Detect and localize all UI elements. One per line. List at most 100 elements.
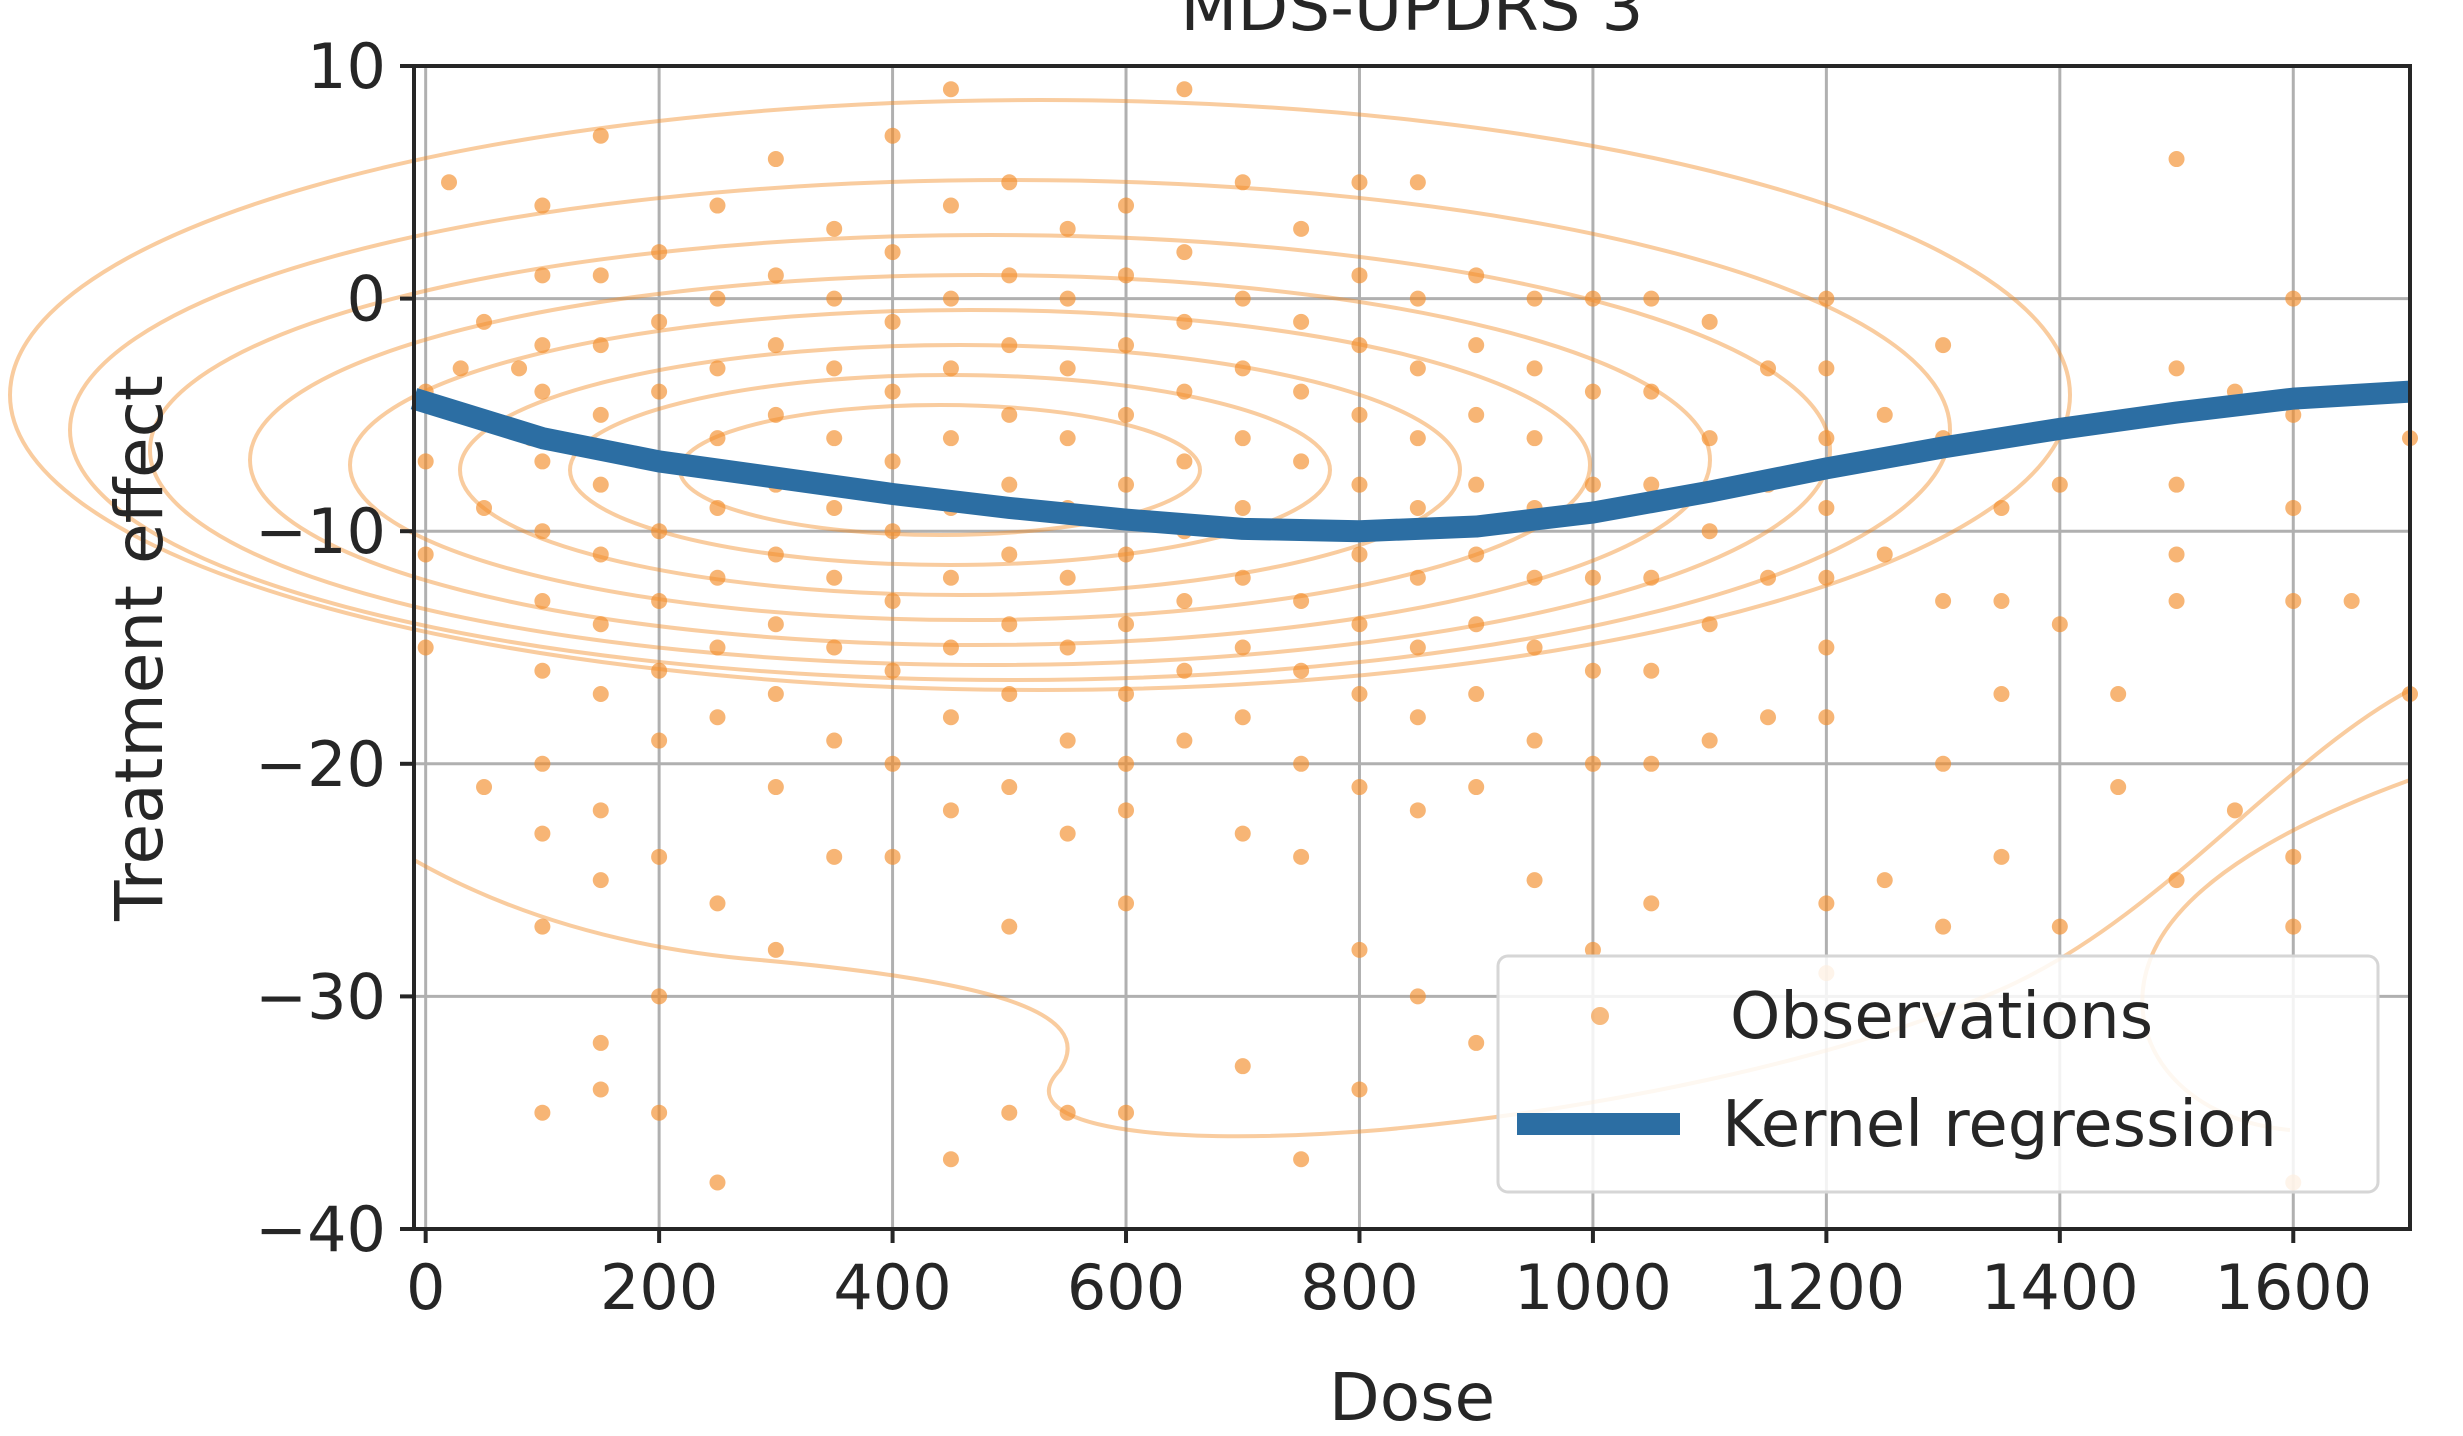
observation-point xyxy=(826,639,843,656)
observation-point xyxy=(1234,290,1251,307)
observation-point xyxy=(767,337,784,354)
observation-point xyxy=(826,499,843,516)
observation-point xyxy=(1584,662,1601,679)
observation-point xyxy=(2285,592,2302,609)
observation-point xyxy=(2285,848,2302,865)
observation-point xyxy=(1118,267,1135,284)
observation-point xyxy=(1468,476,1485,493)
observation-point xyxy=(1001,476,1018,493)
observation-point xyxy=(1118,476,1135,493)
density-contour xyxy=(248,273,1712,647)
observation-point xyxy=(767,779,784,796)
observation-point xyxy=(651,848,668,865)
observation-point xyxy=(1001,174,1018,191)
observation-point xyxy=(2285,406,2302,423)
observation-point xyxy=(1876,406,1893,423)
observation-point xyxy=(1001,267,1018,284)
observation-point xyxy=(1409,360,1426,377)
observation-point xyxy=(1993,592,2010,609)
observation-point xyxy=(1234,360,1251,377)
observation-point xyxy=(1818,499,1835,516)
observation-point xyxy=(651,592,668,609)
observation-point xyxy=(1001,546,1018,563)
observation-point xyxy=(1468,267,1485,284)
observation-point xyxy=(1176,662,1193,679)
observation-point xyxy=(1118,1104,1135,1121)
observation-point xyxy=(826,430,843,447)
observation-point xyxy=(1468,779,1485,796)
observation-point xyxy=(942,290,959,307)
observation-point xyxy=(942,81,959,98)
observation-point xyxy=(1818,430,1835,447)
observation-point xyxy=(476,313,493,330)
legend-observations-label: Observations xyxy=(1730,980,2153,1054)
observation-point xyxy=(511,360,528,377)
observation-point xyxy=(1643,755,1660,772)
observation-point xyxy=(1234,174,1251,191)
density-contour xyxy=(348,308,1592,622)
y-tick-label: −40 xyxy=(255,1193,386,1266)
observation-point xyxy=(942,197,959,214)
observation-point xyxy=(1526,639,1543,656)
density-contour xyxy=(8,98,2072,692)
observation-point xyxy=(1409,639,1426,656)
observation-point xyxy=(1526,430,1543,447)
observation-point xyxy=(534,592,551,609)
observation-point xyxy=(1059,360,1076,377)
legend-kernel-regression-label: Kernel regression xyxy=(1722,1088,2277,1162)
observation-point xyxy=(2168,360,2185,377)
legend-observations-marker xyxy=(1591,1007,1609,1025)
observation-point xyxy=(1643,383,1660,400)
legend-box xyxy=(1496,954,2380,1194)
observation-point xyxy=(942,802,959,819)
observation-point xyxy=(709,430,726,447)
observation-point xyxy=(1059,569,1076,586)
observation-point xyxy=(1993,848,2010,865)
observation-point xyxy=(1993,499,2010,516)
observation-point xyxy=(1234,1058,1251,1075)
observation-point xyxy=(1176,383,1193,400)
observation-point xyxy=(1293,383,1310,400)
observation-point xyxy=(1643,895,1660,912)
observation-point xyxy=(1001,686,1018,703)
observation-point xyxy=(884,662,901,679)
observation-point xyxy=(534,383,551,400)
observation-point xyxy=(826,360,843,377)
observation-point xyxy=(476,499,493,516)
observation-point xyxy=(592,802,609,819)
chart-title: MDS-UPDRS 3 xyxy=(1180,0,1643,46)
observation-point xyxy=(1234,430,1251,447)
observation-point xyxy=(1584,476,1601,493)
observation-point xyxy=(1118,616,1135,633)
observation-point xyxy=(767,546,784,563)
observation-point xyxy=(1468,337,1485,354)
y-tick-label: −10 xyxy=(255,495,386,568)
observation-point xyxy=(1643,569,1660,586)
observation-point xyxy=(1351,1081,1368,1098)
plot-area xyxy=(8,64,2418,1231)
observation-point xyxy=(942,709,959,726)
observation-point xyxy=(767,267,784,284)
observation-point xyxy=(1935,592,1952,609)
density-contour xyxy=(458,343,1462,597)
observation-point xyxy=(1001,779,1018,796)
observation-point xyxy=(534,662,551,679)
observation-point xyxy=(1935,918,1952,935)
observation-point xyxy=(709,569,726,586)
observation-point xyxy=(709,360,726,377)
observation-point xyxy=(1234,825,1251,842)
observation-point xyxy=(1818,639,1835,656)
observation-point xyxy=(1118,406,1135,423)
observation-point xyxy=(1118,197,1135,214)
observation-point xyxy=(1818,290,1835,307)
observation-point xyxy=(534,523,551,540)
observation-point xyxy=(476,779,493,796)
observation-point xyxy=(1293,1151,1310,1168)
observation-point xyxy=(534,918,551,935)
observation-point xyxy=(884,244,901,261)
scatter-points xyxy=(417,81,2418,1191)
observation-point xyxy=(1701,616,1718,633)
observation-point xyxy=(826,848,843,865)
observation-point xyxy=(441,174,458,191)
observation-point xyxy=(651,1104,668,1121)
